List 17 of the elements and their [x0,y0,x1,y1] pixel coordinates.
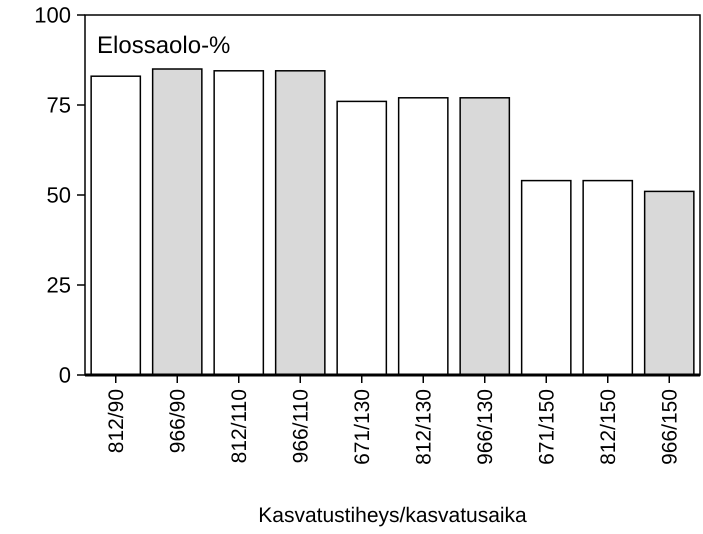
x-tick-label: 671/150 [536,389,559,465]
y-tick-label: 50 [46,182,71,208]
x-tick-label: 812/150 [597,389,620,465]
x-tick-label: 966/110 [290,389,313,464]
x-tick-label: 966/90 [166,389,190,454]
x-tick-label: 671/130 [351,389,374,465]
x-tick-label: 966/130 [474,389,498,465]
x-tick-label: 966/150 [658,389,682,465]
y-tick-label: 0 [58,362,71,388]
y-tick-label: 75 [46,92,71,118]
x-axis-title: Kasvatustiheys/kasvatusaika [258,504,528,527]
y-tick-label: 25 [46,272,71,298]
x-tick-label: 812/130 [412,389,436,465]
y-tick-label: 100 [34,2,71,28]
x-tick-label: 812/90 [105,389,128,454]
y-axis-title: Elossaolo-% [97,32,230,59]
x-tick-label: 812/110 [228,389,252,464]
